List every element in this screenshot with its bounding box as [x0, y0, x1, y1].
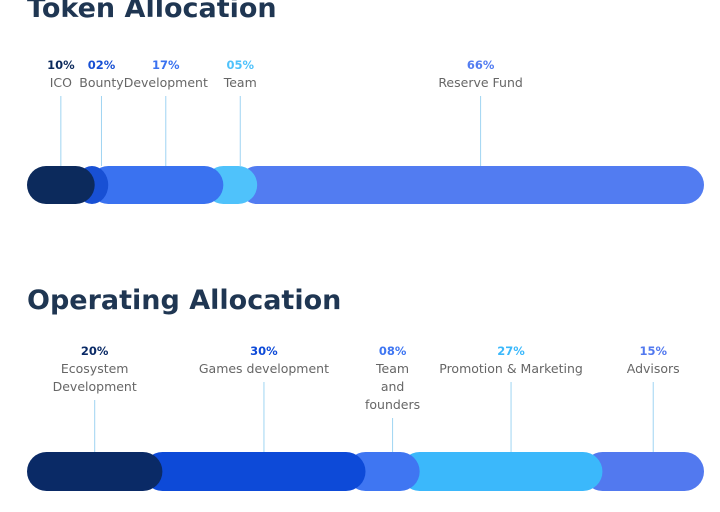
bar-segment [582, 452, 704, 491]
category-label: Ecosystem Development [52, 361, 137, 394]
percent-label: 17% [152, 58, 180, 72]
category-label: Team and founders [364, 361, 421, 412]
segment-label: 15% Advisors [608, 342, 698, 378]
category-label: Promotion & Marketing [439, 361, 583, 376]
bar-segment [238, 166, 704, 204]
segment-label: 08% Team and founders [365, 342, 421, 414]
category-label: Games development [198, 361, 330, 376]
percent-label: 08% [378, 344, 407, 358]
percent-label: 30% [250, 344, 278, 358]
segment-label: 17% Development [106, 56, 226, 92]
segment-label: 30% Games development [184, 342, 344, 378]
segment-label: 10% ICO [1, 56, 121, 92]
percent-label: 02% [87, 58, 116, 72]
percent-label: 20% [80, 344, 109, 358]
segment-label: 66% Reserve Fund [421, 56, 541, 92]
category-label: Advisors [626, 361, 680, 376]
percent-label: 05% [226, 58, 255, 72]
percent-label: 10% [47, 58, 75, 72]
category-label: Bounty [79, 75, 124, 90]
category-label: ICO [49, 75, 72, 90]
percent-label: 66% [466, 58, 495, 72]
bar-segment [27, 166, 95, 204]
bar-segment [89, 166, 224, 204]
bar-segment [400, 452, 603, 491]
segment-label: 27% Promotion & Marketing [431, 342, 591, 378]
chart-title: Operating Allocation [27, 285, 342, 316]
bar-segment [346, 452, 420, 491]
category-label: Development [123, 75, 208, 90]
segment-label: 20% Ecosystem Development [45, 342, 145, 396]
chart-title: Token Allocation [27, 0, 277, 24]
category-label: Reserve Fund [438, 75, 523, 90]
percent-label: 15% [639, 344, 667, 358]
bar-segment [142, 452, 366, 491]
segment-label: 02% Bounty [41, 56, 161, 92]
segment-label: 05% Team [180, 56, 300, 92]
category-label: Team [223, 75, 257, 90]
percent-label: 27% [497, 344, 525, 358]
bar-segment [27, 452, 163, 491]
